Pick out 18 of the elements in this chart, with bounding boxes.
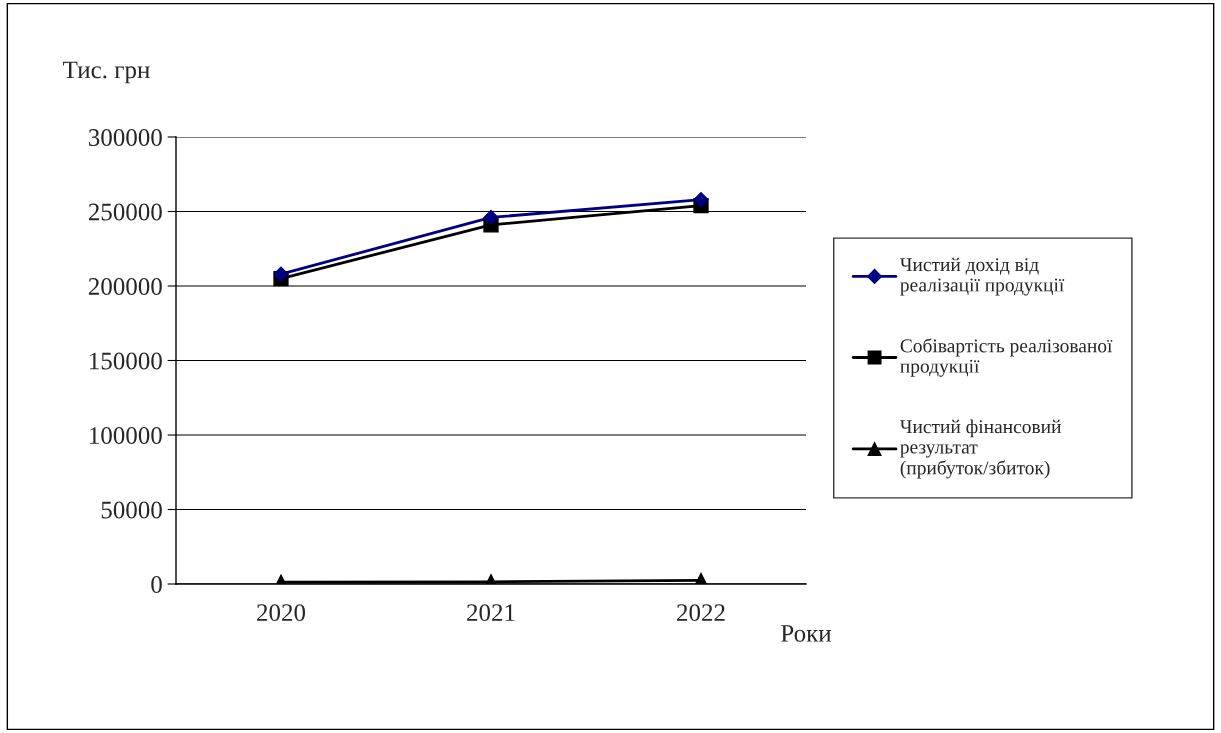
- y-tick-label: 150000: [90, 352, 162, 370]
- x-axis-title: Роки: [781, 625, 832, 642]
- point: [483, 209, 499, 226]
- y-tick-label: 250000: [88, 203, 162, 221]
- y-axis-title: Тис. грн: [63, 61, 150, 84]
- legend-label: Чистий фінансовий результат (прибуток/збиток): [900, 419, 1062, 479]
- y-tick-label: 100000: [90, 427, 162, 444]
- legend-label: Чистий дохід від реалізації продукції: [900, 257, 1065, 296]
- x-tick-label: 2022: [677, 604, 725, 622]
- point: [693, 192, 709, 208]
- y-tick-label: 200000: [88, 278, 162, 295]
- y-tick-label: 0: [151, 576, 162, 593]
- point: [273, 266, 289, 282]
- legend-label: Собівартість реалізованої продукції: [900, 338, 1113, 377]
- y-tick-label: 50000: [101, 501, 162, 519]
- x-tick-label: 2020: [257, 604, 306, 622]
- y-tick-label: 300000: [89, 129, 162, 146]
- x-tick-label: 2021: [467, 604, 515, 622]
